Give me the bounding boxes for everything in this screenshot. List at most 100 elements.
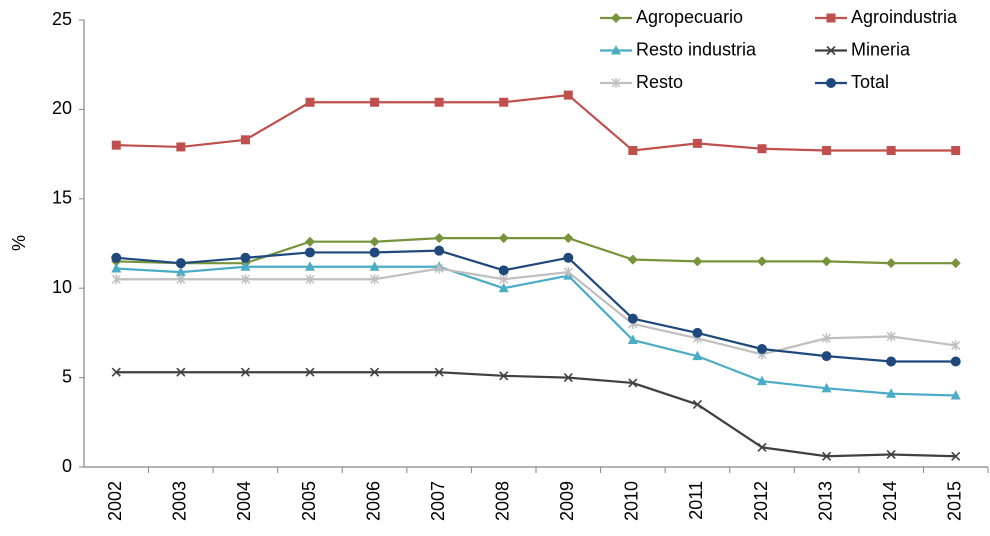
marker (434, 245, 445, 256)
marker (499, 274, 509, 285)
marker (757, 256, 767, 267)
marker (176, 274, 186, 285)
marker (628, 146, 638, 156)
marker (240, 367, 250, 377)
marker (886, 258, 897, 269)
marker (951, 340, 961, 351)
legend-marker (611, 78, 621, 88)
x-tick-label: 2003 (170, 481, 190, 521)
legend-label: Resto (636, 72, 683, 92)
series-line (116, 267, 956, 356)
legend-marker (826, 78, 836, 88)
marker (563, 233, 574, 244)
marker (240, 261, 251, 271)
marker (370, 97, 380, 107)
x-tick-label: 2004 (234, 481, 254, 521)
legend-marker (826, 45, 836, 56)
marker (627, 334, 638, 345)
marker (434, 367, 444, 377)
y-tick-label: 10 (52, 277, 72, 297)
x-tick-label: 2012 (751, 481, 771, 521)
marker (821, 382, 832, 393)
marker (498, 233, 509, 244)
legend-marker (611, 13, 621, 23)
y-tick-label: 20 (52, 98, 72, 118)
marker (498, 282, 509, 293)
marker (305, 97, 315, 107)
marker (822, 146, 832, 156)
marker (111, 140, 121, 150)
marker (305, 367, 315, 377)
marker (176, 142, 186, 152)
marker (499, 371, 509, 381)
marker (370, 367, 380, 377)
marker (240, 135, 250, 145)
x-tick-label: 2007 (428, 481, 448, 521)
series-line (116, 237, 956, 265)
x-tick-label: 2008 (492, 481, 512, 521)
marker (757, 144, 767, 154)
marker (370, 274, 380, 285)
marker (950, 356, 961, 367)
marker (305, 247, 315, 258)
marker (305, 261, 315, 271)
marker (692, 350, 703, 361)
x-tick-label: 2006 (363, 481, 383, 521)
x-tick-label: 2009 (557, 481, 577, 521)
series-line (116, 249, 956, 363)
x-tick-label: 2014 (880, 481, 900, 521)
marker (886, 146, 896, 156)
marker (886, 388, 897, 398)
y-axis-label: % (9, 235, 29, 251)
marker (369, 247, 380, 258)
series-line (116, 371, 956, 458)
x-tick-label: 2015 (944, 481, 964, 521)
marker (111, 367, 121, 377)
marker (821, 256, 832, 267)
marker (563, 252, 574, 263)
series-line (116, 93, 956, 152)
marker (692, 256, 703, 267)
marker (627, 313, 638, 324)
legend-label: Agroindustria (851, 7, 958, 27)
x-tick-label: 2002 (105, 481, 125, 521)
x-tick-label: 2011 (686, 481, 706, 520)
marker (886, 356, 897, 367)
marker (822, 333, 832, 344)
legend-marker (826, 13, 836, 23)
marker (886, 449, 896, 460)
marker (692, 138, 702, 148)
marker (628, 378, 638, 388)
marker (175, 258, 186, 269)
marker (950, 258, 961, 269)
y-tick-label: 25 (52, 9, 72, 29)
marker (951, 451, 961, 461)
x-tick-label: 2010 (622, 481, 642, 521)
marker (111, 263, 122, 273)
marker (111, 252, 122, 263)
marker (886, 331, 896, 342)
marker (627, 254, 638, 265)
marker (176, 367, 186, 377)
marker (757, 375, 767, 386)
marker (499, 97, 509, 107)
marker (240, 252, 251, 263)
marker (563, 267, 573, 278)
marker (498, 265, 509, 276)
series-line (116, 265, 956, 397)
legend-label: Resto industria (636, 39, 757, 59)
marker (951, 146, 961, 156)
marker (563, 373, 573, 383)
legend-label: Mineria (851, 39, 911, 59)
legend-label: Total (851, 72, 889, 92)
legend-marker (611, 45, 621, 55)
marker (821, 351, 832, 362)
marker (434, 97, 444, 107)
legend-label: Agropecuario (636, 7, 743, 27)
marker (305, 236, 315, 247)
marker (240, 274, 250, 285)
marker (950, 389, 961, 400)
y-tick-label: 15 (52, 188, 72, 208)
